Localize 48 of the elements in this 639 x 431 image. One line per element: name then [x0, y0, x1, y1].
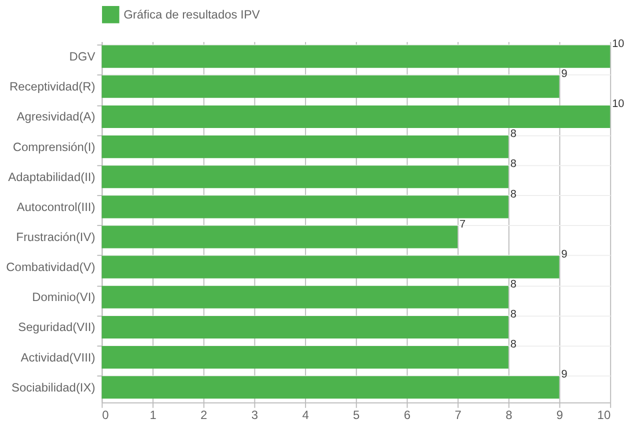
- y-tick-label: Actividad(VIII): [20, 350, 96, 364]
- bar: [102, 45, 610, 68]
- bar: [102, 346, 508, 369]
- data-label: 10: [612, 38, 624, 50]
- y-tick-label: DGV: [69, 50, 96, 64]
- y-tick-label: Adaptabilidad(II): [8, 170, 96, 184]
- x-tick-label: 9: [556, 408, 564, 422]
- data-label: 9: [561, 368, 568, 381]
- x-tick-label: 7: [454, 408, 462, 422]
- data-label: 9: [561, 248, 568, 260]
- x-tick-label: 1: [150, 408, 157, 422]
- bar: [102, 256, 560, 278]
- data-label: 8: [510, 338, 516, 351]
- x-tick-label: 3: [251, 408, 258, 422]
- bar: [102, 105, 610, 128]
- data-label: 8: [510, 188, 516, 200]
- bar: [102, 166, 508, 188]
- data-label: 8: [510, 158, 516, 170]
- x-tick-label: 5: [353, 408, 360, 422]
- data-label: 8: [510, 128, 516, 140]
- data-label: 7: [460, 218, 466, 230]
- bar: [102, 286, 508, 308]
- bar: [102, 136, 508, 158]
- data-label: 10: [612, 98, 624, 110]
- y-tick-label: Agresividad(A): [16, 110, 96, 124]
- y-tick-label: Receptividad(R): [10, 80, 96, 94]
- bar: [102, 226, 458, 248]
- x-tick-label: 4: [302, 408, 310, 422]
- y-tick-label: Sociabilidad(IX): [11, 380, 96, 394]
- data-label: 8: [510, 308, 516, 321]
- bar: [102, 376, 560, 399]
- y-tick-label: Seguridad(VII): [18, 320, 96, 334]
- y-tick-label: Autocontrol(III): [16, 200, 96, 214]
- data-label: 9: [561, 68, 568, 80]
- x-tick-label: 0: [102, 408, 110, 422]
- data-label: 8: [510, 278, 516, 291]
- x-tick-label: 2: [200, 408, 208, 422]
- x-tick-label: 8: [506, 408, 513, 422]
- y-tick-label: Dominio(VI): [32, 290, 96, 304]
- bar: [102, 196, 508, 218]
- x-tick-label: 10: [597, 408, 611, 422]
- y-tick-label: Combatividad(V): [6, 260, 96, 274]
- y-tick-label: Comprensión(I): [12, 140, 96, 154]
- legend-label: Gráfica de resultados IPV: [124, 8, 260, 22]
- x-tick-label: 6: [404, 408, 411, 422]
- bar: [102, 316, 508, 339]
- y-tick-label: Frustración(IV): [16, 230, 96, 244]
- bar: [102, 75, 560, 98]
